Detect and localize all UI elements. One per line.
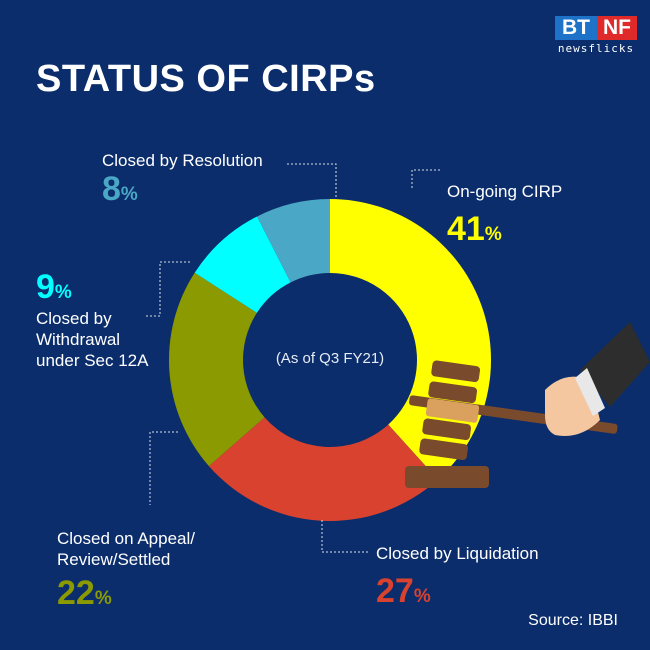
donut-slice-4 bbox=[257, 199, 330, 283]
leader-ongoing bbox=[411, 169, 440, 188]
leader-liquidation bbox=[321, 520, 368, 553]
label-resolution: Closed by Resolution bbox=[102, 151, 263, 170]
label-appeal: Closed on Appeal/ Review/Settled bbox=[57, 529, 195, 569]
pct-liquidation: 27% bbox=[376, 572, 431, 610]
donut-slice-3 bbox=[194, 216, 291, 313]
pct-appeal: 22% bbox=[57, 574, 112, 612]
donut-slice-2 bbox=[168, 272, 265, 467]
leader-appeal bbox=[149, 431, 178, 505]
label-withdrawal: Closed by Withdrawal under Sec 12A bbox=[36, 309, 149, 370]
logo-bt: BT bbox=[555, 16, 597, 40]
leader-lines bbox=[145, 163, 440, 553]
pct-resolution: 8% bbox=[102, 170, 138, 208]
page-title: STATUS OF CIRPs bbox=[36, 58, 376, 100]
source-note: Source: IBBI bbox=[528, 612, 618, 629]
center-label: (As of Q3 FY21) bbox=[275, 350, 385, 367]
bt-newsflicks-logo: BT NF newsflicks bbox=[555, 16, 637, 55]
donut-slice-1 bbox=[208, 417, 438, 521]
label-ongoing: On-going CIRP bbox=[447, 182, 563, 201]
leader-resolution bbox=[285, 163, 337, 197]
gavel-hand-illustration bbox=[405, 322, 650, 488]
leader-withdrawal bbox=[145, 261, 190, 317]
label-liquidation: Closed by Liquidation bbox=[376, 544, 539, 563]
logo-nf: NF bbox=[597, 16, 637, 40]
logo-sub: newsflicks bbox=[557, 42, 635, 55]
pct-withdrawal: 9% bbox=[36, 268, 72, 306]
pct-ongoing: 41% bbox=[447, 210, 502, 248]
